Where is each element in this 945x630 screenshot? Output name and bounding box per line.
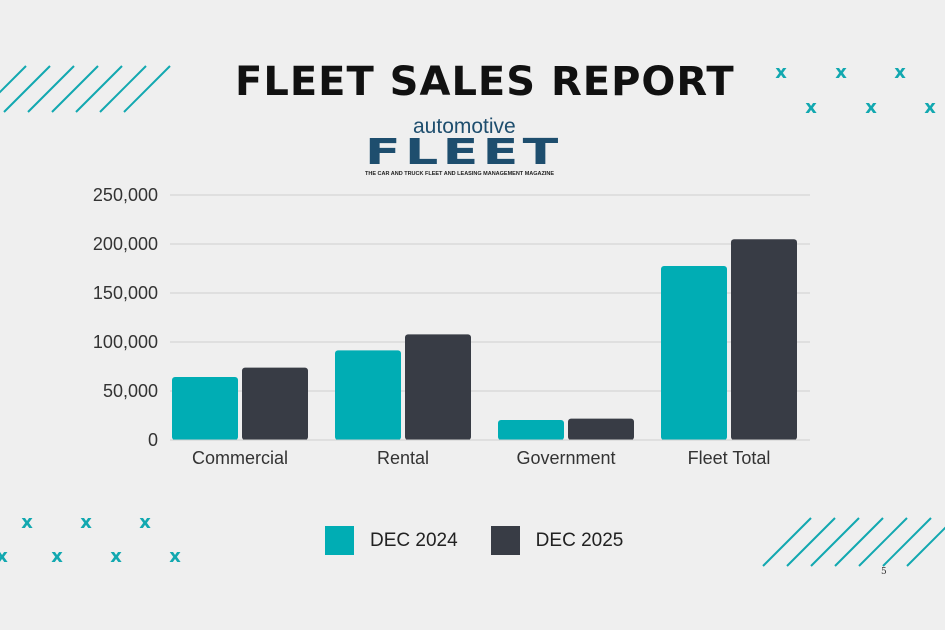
legend-label: DEC 2025 [535,529,624,551]
x-tick-label: Fleet Total [688,448,771,468]
x-mark-icon: x [80,512,92,533]
x-mark-icon: x [110,546,122,567]
bar-dec-2024-government [498,420,564,440]
x-tick-label: Commercial [192,448,288,468]
y-tick-label: 0 [148,430,158,450]
bar-dec-2024-fleet-total [661,265,727,440]
x-mark-icon: x [0,546,8,567]
legend-swatch [325,526,354,555]
hatch-line [906,526,945,567]
y-tick-label: 200,000 [93,234,158,254]
hatch-line [123,65,171,113]
x-mark-icon: x [139,512,151,533]
x-mark-icon: x [775,62,787,83]
x-mark-icon: x [835,62,847,83]
x-mark-icon: x [894,62,906,83]
page-title: FLEET SALES REPORT [235,59,735,105]
logo-tagline: THE CAR AND TRUCK FLEET AND LEASING MANA… [365,171,555,177]
x-mark-icon: x [805,97,817,118]
legend-item-dec-2024: DEC 2024 [325,526,458,555]
hatch-line [51,65,99,113]
bar-dec-2024-rental [335,350,401,440]
bar-dec-2024-commercial [172,376,238,440]
hatch-line [810,517,860,567]
bar-dec-2025-fleet-total [731,239,797,440]
hatch-top-left [0,65,171,113]
legend: DEC 2024 DEC 2025 [325,526,656,555]
logo-main: FLEET [365,132,563,173]
y-tick-label: 250,000 [93,185,158,205]
page-number: 5 [881,567,887,577]
logo-top: automotive [413,115,516,138]
y-tick-label: 100,000 [93,332,158,352]
x-mark-icon: x [169,546,181,567]
legend-item-dec-2025: DEC 2025 [490,526,624,555]
hatch-line [27,65,75,113]
hatch-line [99,65,147,113]
hatch-line [0,65,27,94]
hatch-line [75,65,123,113]
hatch-bottom-right [762,517,945,567]
bar-dec-2025-rental [405,334,471,440]
automotive-fleet-logo: automotive FLEET THE CAR AND TRUCK FLEET… [365,115,585,180]
x-mark-icon: x [865,97,877,118]
y-tick-label: 150,000 [93,283,158,303]
hatch-line [786,517,836,567]
x-mark-icon: x [51,546,63,567]
hatch-line [834,517,884,567]
x-mark-icon: x [21,512,33,533]
y-tick-label: 50,000 [103,381,158,401]
hatch-line [858,517,908,567]
legend-swatch [490,526,520,555]
bar-dec-2025-commercial [242,367,308,440]
x-tick-label: Government [516,448,615,468]
x-tick-label: Rental [377,448,429,468]
legend-label: DEC 2024 [370,529,458,551]
hatch-line [3,65,51,113]
x-mark-icon: x [924,97,936,118]
hatch-line [762,517,812,567]
hatch-line [882,517,932,567]
bar-dec-2025-government [568,418,634,440]
